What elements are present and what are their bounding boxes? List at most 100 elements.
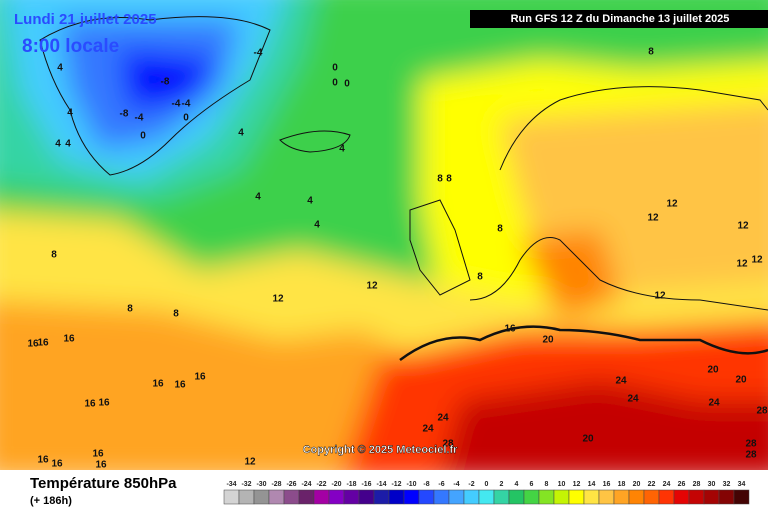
scale-label: 32 [723,481,731,488]
scale-swatch [463,489,480,505]
scale-label: 18 [618,481,626,488]
scale-label: 34 [738,481,746,488]
contour-label: 0 [332,78,338,89]
contour-label: 0 [344,79,350,90]
temperature-field [0,0,768,480]
copyright: Copyright © 2025 Meteociel.fr [303,444,459,456]
scale-swatch [583,489,600,505]
contour-label: 4 [238,128,244,139]
scale-label: 8 [545,481,549,488]
contour-label: 8 [497,224,503,235]
contour-label: 28 [756,406,768,417]
run-banner [470,10,768,28]
lead-time: (+ 186h) [30,495,72,507]
scale-swatch [403,489,420,505]
contour-label: 0 [140,131,146,142]
scale-label: -26 [286,481,296,488]
forecast-date: Lundi 21 juillet 2025 [14,11,157,28]
contour-label: 28 [745,450,757,461]
scale-label: 16 [603,481,611,488]
scale-swatch [358,489,375,505]
contour-label: 12 [244,457,256,468]
scale-swatch [598,489,615,505]
contour-label: 24 [422,424,434,435]
scale-swatch [673,489,690,505]
contour-label: 20 [542,335,554,346]
scale-swatch [388,489,405,505]
scale-swatch [733,489,750,505]
scale-swatch [493,489,510,505]
contour-label: 4 [55,139,61,150]
scale-swatch [703,489,720,505]
scale-label: -20 [331,481,341,488]
contour-label: 12 [272,294,284,305]
contour-label: 16 [92,449,104,460]
contour-label: 4 [314,220,320,231]
scale-label: -16 [361,481,371,488]
scale-label: -24 [301,481,311,488]
contour-label: 16 [504,324,516,335]
contour-label: 24 [437,413,449,424]
contour-label: 20 [582,434,594,445]
contour-label: 28 [745,439,757,450]
contour-label: 12 [751,255,763,266]
scale-label: 4 [515,481,519,488]
scale-swatch [223,489,240,505]
scale-swatch [538,489,555,505]
scale-label: -6 [438,481,444,488]
scale-label: -12 [391,481,401,488]
contour-label: 8 [51,250,57,261]
contour-label: -4 [254,48,263,59]
scale-label: -8 [423,481,429,488]
contour-label: 0 [183,113,189,124]
contour-label: 16 [174,380,186,391]
coastlines [39,16,768,362]
contour-label: 0 [332,63,338,74]
scale-swatch [373,489,390,505]
scale-swatch [718,489,735,505]
contour-label: 12 [737,221,749,232]
contour-label: 12 [654,291,666,302]
scale-swatch [523,489,540,505]
contour-label: -4 [172,99,181,110]
contour-label: 16 [51,459,63,470]
scale-label: 14 [588,481,596,488]
contour-label: 4 [255,192,261,203]
contour-label: 12 [366,281,378,292]
contour-label: 8 [437,174,443,185]
scale-label: -10 [406,481,416,488]
contour-label: 16 [84,399,96,410]
contour-label: 24 [708,398,720,409]
scale-swatch [568,489,585,505]
contour-label: 20 [735,375,747,386]
contour-label: 8 [173,309,179,320]
scale-label: 24 [663,481,671,488]
scale-swatch [688,489,705,505]
contour-label: 4 [339,144,345,155]
contour-label: 16 [95,460,107,471]
contour-label: -8 [120,109,129,120]
contour-label: 8 [477,272,483,283]
contour-label: 16 [194,372,206,383]
contour-label: -4 [182,99,191,110]
contour-label: 4 [307,196,313,207]
run-info: Run GFS 12 Z du Dimanche 13 juillet 2025 [511,13,730,25]
scale-label: -18 [346,481,356,488]
contour-label: 4 [65,139,71,150]
scale-swatch [343,489,360,505]
scale-swatch [643,489,660,505]
contour-label: 4 [57,63,63,74]
contour-label: -8 [161,77,170,88]
scale-label: -30 [256,481,266,488]
scale-label: -32 [241,481,251,488]
scale-swatch [613,489,630,505]
contour-label: 16 [152,379,164,390]
scale-swatch [448,489,465,505]
scale-label: -28 [271,481,281,488]
contour-label: 8 [648,47,654,58]
scale-swatch [298,489,315,505]
contour-label: 24 [627,394,639,405]
contour-label: 24 [615,376,627,387]
